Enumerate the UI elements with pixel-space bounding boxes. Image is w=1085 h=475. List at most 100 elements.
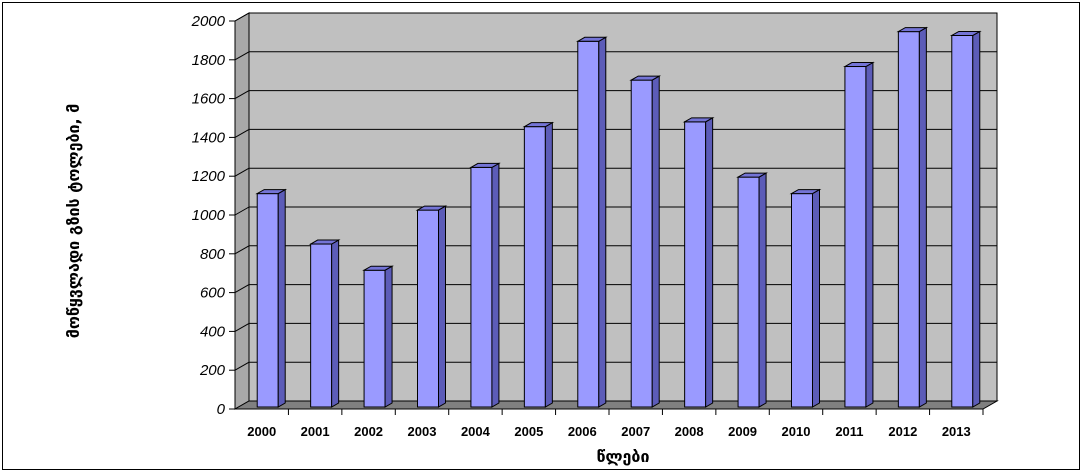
bar-side xyxy=(331,239,340,408)
bar-top xyxy=(629,75,662,81)
bar-top xyxy=(736,172,768,178)
gridline-side xyxy=(234,167,250,177)
x-tick-label: 2004 xyxy=(461,424,491,439)
bar-front xyxy=(897,31,920,408)
bar-top xyxy=(255,189,288,195)
bar xyxy=(789,188,822,408)
gridline-side xyxy=(234,206,250,216)
x-tick-label: 2010 xyxy=(782,424,811,439)
gridline-side xyxy=(234,322,250,332)
bar-side xyxy=(812,188,820,408)
x-tick-label: 2009 xyxy=(728,424,757,439)
x-tick-label: 2011 xyxy=(835,424,863,439)
bar-top xyxy=(789,189,822,195)
bar-side xyxy=(491,162,500,408)
bar-front xyxy=(363,269,386,408)
x-tick-label: 2000 xyxy=(247,424,276,439)
bar-side xyxy=(758,172,767,408)
bar-side xyxy=(598,36,607,408)
x-tick-label: 2001 xyxy=(301,424,330,439)
gridline-side xyxy=(234,51,250,61)
bar xyxy=(308,239,341,408)
bar-top xyxy=(362,265,394,271)
bar-front xyxy=(791,193,813,408)
x-tick-label: 2003 xyxy=(408,424,437,439)
chart-frame: 0 200 400 600 800 1000 1200 1400 1600 1800 2000 20… xyxy=(2,2,1080,470)
bar-front xyxy=(737,176,760,408)
y-tick-label: 2000 xyxy=(191,13,226,30)
bar-front xyxy=(417,209,439,408)
bar-side xyxy=(651,75,660,408)
bar xyxy=(629,75,662,408)
y-tick-labels: 0 200 400 600 800 1000 1200 1400 1600 1800 2000 xyxy=(191,13,226,418)
y-tick-label: 800 xyxy=(200,246,226,263)
bar-front xyxy=(630,79,653,408)
x-tick-label: 2008 xyxy=(675,424,704,439)
y-axis-title: მოწყვლადი გზის ტოლები, მ xyxy=(64,104,83,339)
bar xyxy=(682,116,715,408)
x-tick-label: 2012 xyxy=(888,424,917,439)
bar-front xyxy=(470,166,493,408)
gridline-side xyxy=(234,361,250,371)
bar xyxy=(843,61,875,408)
bar xyxy=(415,205,448,408)
bar-top xyxy=(575,36,608,42)
bar-side xyxy=(384,265,393,408)
x-tick-label: 2002 xyxy=(354,424,383,439)
bar-side xyxy=(277,188,286,408)
bar xyxy=(575,36,608,408)
bar xyxy=(362,265,394,408)
bar-chart: 0 200 400 600 800 1000 1200 1400 1600 1800 2000 20… xyxy=(64,12,999,466)
gridline-side xyxy=(234,128,250,138)
chart-walls xyxy=(233,12,999,410)
x-tick-label: 2005 xyxy=(514,424,543,439)
bar xyxy=(522,121,555,408)
x-tick-label: 2006 xyxy=(568,424,597,439)
bar-top xyxy=(415,205,448,211)
bar-front xyxy=(310,243,333,408)
bar-top xyxy=(522,122,555,128)
gridline-side xyxy=(234,12,250,22)
gridline-side xyxy=(234,284,250,294)
x-axis-title: წლები xyxy=(597,447,650,466)
y-tick-label: 1400 xyxy=(192,129,226,146)
bar-side xyxy=(438,205,446,408)
bar xyxy=(255,188,288,408)
x-tick-label: 2007 xyxy=(621,424,650,439)
bar xyxy=(736,172,768,408)
bar-top xyxy=(469,162,501,168)
bar-side xyxy=(865,61,874,408)
gridline-side xyxy=(234,90,250,100)
y-tick-label: 1000 xyxy=(192,207,226,224)
bar-side xyxy=(705,116,714,408)
bars xyxy=(255,26,982,408)
bar-front xyxy=(951,34,974,408)
y-tick-label: 200 xyxy=(199,362,226,379)
bar-front xyxy=(844,66,867,408)
bar xyxy=(949,30,982,408)
floor xyxy=(233,400,999,410)
bar-front xyxy=(577,40,600,408)
bar-side xyxy=(918,26,927,408)
bar-top xyxy=(949,30,982,36)
y-tick-label: 1800 xyxy=(192,52,226,69)
bar xyxy=(896,26,929,408)
gridline-side xyxy=(234,245,250,255)
y-tick-label: 400 xyxy=(200,323,226,340)
bar xyxy=(469,162,501,408)
bar-front xyxy=(523,126,546,408)
x-tick-label: 2013 xyxy=(942,424,971,439)
bar-top xyxy=(682,117,715,123)
bar-top xyxy=(308,239,341,245)
bar-top xyxy=(843,62,875,68)
bar-side xyxy=(544,121,553,408)
x-tick-labels: 2000 2001 2002 2003 2004 2005 2006 2007 2008 2009… xyxy=(235,408,984,439)
y-tick-label: 0 xyxy=(217,401,226,418)
y-tick-label: 1600 xyxy=(192,91,226,108)
bar-front xyxy=(684,121,707,408)
bar-top xyxy=(896,27,929,33)
bar-front xyxy=(256,193,279,408)
y-tick-label: 1200 xyxy=(192,168,226,185)
bar-side xyxy=(972,30,981,408)
y-tick-label: 600 xyxy=(200,285,226,302)
